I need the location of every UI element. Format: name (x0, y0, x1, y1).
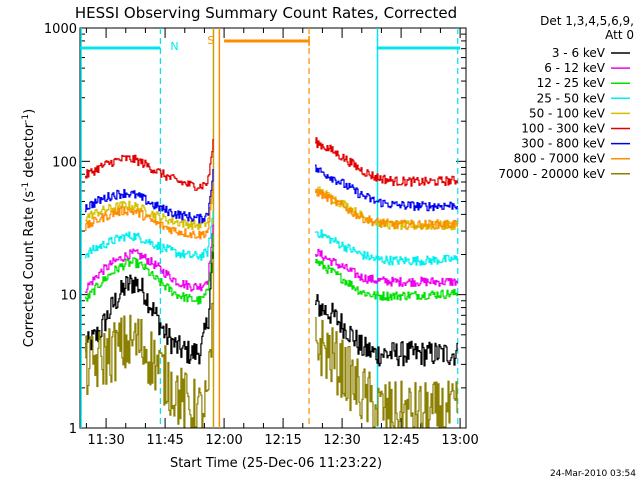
legend-entry-label: 50 - 100 keV (529, 106, 606, 120)
y-tick-label: 10 (60, 289, 77, 304)
saa-label: S (207, 34, 214, 47)
footer-timestamp: 24-Mar-2010 03:54 (550, 469, 636, 479)
y-tick-label: 100 (52, 155, 77, 170)
x-tick-label: 12:45 (382, 433, 419, 448)
series-line-2-seg1 (84, 234, 214, 305)
legend-entry-label: 800 - 7000 keV (514, 152, 606, 166)
legend-entry-label: 7000 - 20000 keV (498, 167, 605, 181)
series-line-8-seg1 (84, 302, 214, 428)
x-tick-label: 11:30 (87, 433, 124, 448)
series-line-3-seg1 (84, 210, 214, 261)
series-line-7-seg2 (315, 188, 458, 230)
series-line-4-seg2 (315, 186, 458, 231)
x-tick-label: 11:45 (146, 433, 183, 448)
x-axis-label: Start Time (25-Dec-06 11:23:22) (170, 456, 382, 471)
series-line-3-seg2 (315, 229, 458, 266)
plot-frame (79, 27, 467, 429)
series-line-6-seg1 (84, 169, 214, 224)
y-tick-label: 1 (69, 422, 77, 437)
legend-title: Det 1,3,4,5,6,9, (540, 14, 634, 28)
legend-subtitle: Att 0 (605, 28, 634, 42)
y-tick-label: 1000 (44, 22, 77, 37)
legend-entry-label: 3 - 6 keV (552, 46, 606, 60)
series-line-0-seg2 (315, 294, 458, 367)
x-tick-label: 12:15 (264, 433, 301, 448)
series-line-5-seg2 (315, 137, 458, 187)
x-tick-label: 12:30 (323, 433, 360, 448)
series-line-6-seg2 (315, 164, 458, 212)
legend-entry-label: 300 - 800 keV (521, 137, 605, 151)
chart-title: HESSI Observing Summary Count Rates, Cor… (75, 4, 457, 22)
legend-entry-label: 100 - 300 keV (521, 122, 605, 136)
series-line-5-seg1 (84, 139, 214, 191)
series-line-1-seg2 (315, 248, 458, 287)
series-line-0-seg1 (84, 244, 214, 365)
legend-entry-label: 12 - 25 keV (537, 76, 606, 90)
legend-entry-label: 6 - 12 keV (544, 61, 606, 75)
x-tick-label: 13:00 (441, 433, 478, 448)
x-tick-label: 12:00 (205, 433, 242, 448)
series-line-2-seg2 (315, 258, 458, 301)
legend-entry-label: 25 - 50 keV (537, 91, 606, 105)
night-label: N (170, 40, 178, 53)
series-line-8-seg2 (315, 317, 458, 428)
series-line-7-seg1 (84, 186, 214, 240)
series-line-1-seg1 (84, 224, 214, 293)
y-axis-label: Corrected Count Rate (s-1 detector-1) (21, 109, 37, 347)
